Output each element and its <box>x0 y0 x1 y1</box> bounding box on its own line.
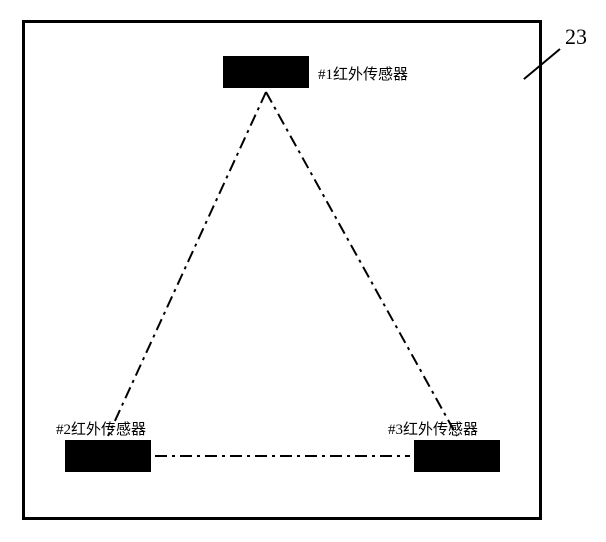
sensor-1-label: #1红外传感器 <box>318 63 408 84</box>
sensor-3-rect <box>414 440 500 472</box>
sensor-2-label: #2红外传感器 <box>56 418 146 439</box>
callout-label-23: 23 <box>565 24 587 50</box>
sensor-3-label: #3红外传感器 <box>388 418 478 439</box>
sensor-2-rect <box>65 440 151 472</box>
sensor-1-rect <box>223 56 309 88</box>
